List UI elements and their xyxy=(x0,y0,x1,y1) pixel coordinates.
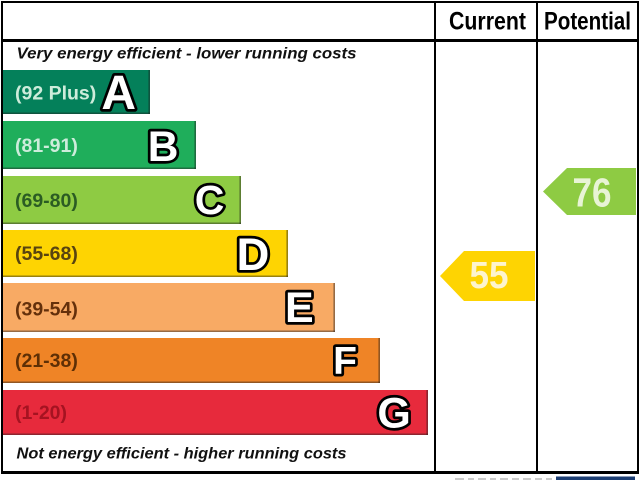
svg-text:(92 Plus): (92 Plus) xyxy=(15,83,96,105)
svg-text:76: 76 xyxy=(573,170,612,216)
svg-text:(39-54): (39-54) xyxy=(15,299,78,321)
svg-text:G: G xyxy=(377,389,410,437)
svg-text:B: B xyxy=(148,124,179,171)
svg-text:Potential: Potential xyxy=(544,8,631,36)
svg-text:Current: Current xyxy=(449,8,527,36)
svg-text:(55-68): (55-68) xyxy=(15,243,78,265)
svg-text:E: E xyxy=(285,284,314,332)
svg-text:Not energy efficient - higher: Not energy efficient - higher running co… xyxy=(17,445,347,462)
svg-text:(1-20): (1-20) xyxy=(15,402,67,424)
svg-text:(69-80): (69-80) xyxy=(15,190,78,212)
svg-text:(21-38): (21-38) xyxy=(15,350,78,372)
svg-text:C: C xyxy=(195,177,225,223)
svg-text:55: 55 xyxy=(470,255,509,297)
svg-text:F: F xyxy=(333,340,357,383)
svg-text:Very energy efficient - lower: Very energy efficient - lower running co… xyxy=(17,46,357,63)
svg-text:A: A xyxy=(101,67,136,120)
svg-text:(81-91): (81-91) xyxy=(15,135,78,157)
svg-text:D: D xyxy=(236,229,269,280)
